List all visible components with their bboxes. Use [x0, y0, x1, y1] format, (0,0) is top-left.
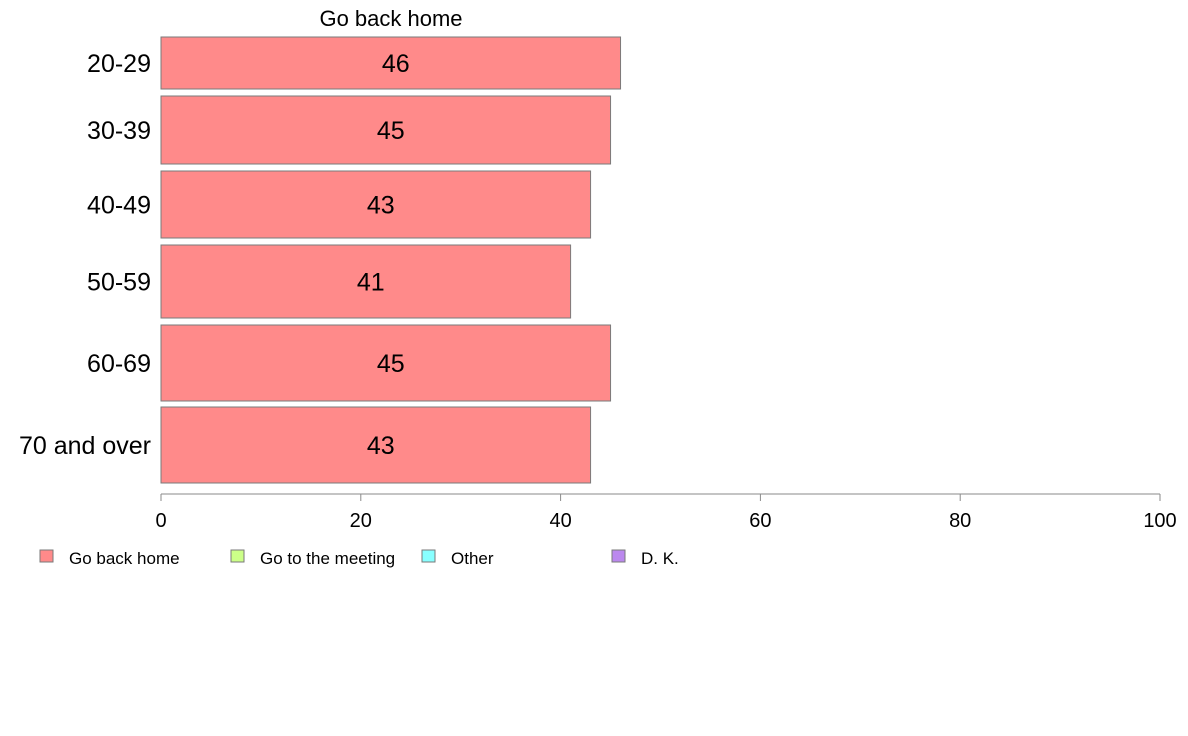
- x-tick-label: 60: [749, 510, 771, 532]
- category-label: 70 and over: [19, 432, 151, 460]
- category-label: 40-49: [87, 192, 151, 220]
- legend-label: Go to the meeting: [260, 549, 395, 568]
- bar-30-39: [160, 95, 612, 165]
- data-label: 45: [377, 350, 405, 378]
- data-label: 45: [377, 117, 405, 145]
- legend: Go back home Go to the meeting Other D. K.: [39, 549, 679, 568]
- category-label: 60-69: [87, 350, 151, 378]
- x-tick-label: 20: [350, 510, 372, 532]
- x-tick-label: 0: [155, 510, 166, 532]
- x-tick-label: 40: [549, 510, 571, 532]
- bar-40-49: [160, 170, 592, 239]
- data-label: 46: [382, 50, 410, 78]
- x-axis: 0 20 40 60 80 100: [155, 493, 1177, 532]
- x-tick-label: 80: [949, 510, 971, 532]
- bars-group: 20-29 46 30-39 45 40-49 43 50-59 41 60-69 45 70 an…: [19, 36, 622, 484]
- category-label: 50-59: [87, 269, 151, 297]
- category-label: 30-39: [87, 117, 151, 145]
- bar-50-59: [160, 244, 572, 319]
- bar-20-29: [160, 36, 622, 90]
- legend-swatch: [421, 549, 436, 563]
- legend-swatch: [611, 549, 626, 563]
- legend-label: D. K.: [641, 549, 679, 568]
- data-label: 43: [367, 432, 395, 460]
- legend-label: Other: [451, 549, 494, 568]
- data-label: 41: [357, 269, 385, 297]
- bar-70-and-over: [160, 406, 592, 484]
- category-label: 20-29: [87, 50, 151, 78]
- legend-label: Go back home: [69, 549, 180, 568]
- data-label: 43: [367, 192, 395, 220]
- x-tick-label: 100: [1143, 510, 1176, 532]
- legend-swatch: [39, 549, 54, 563]
- series-title: Go back home: [319, 6, 462, 31]
- bar-60-69: [160, 324, 612, 402]
- legend-swatch: [230, 549, 245, 563]
